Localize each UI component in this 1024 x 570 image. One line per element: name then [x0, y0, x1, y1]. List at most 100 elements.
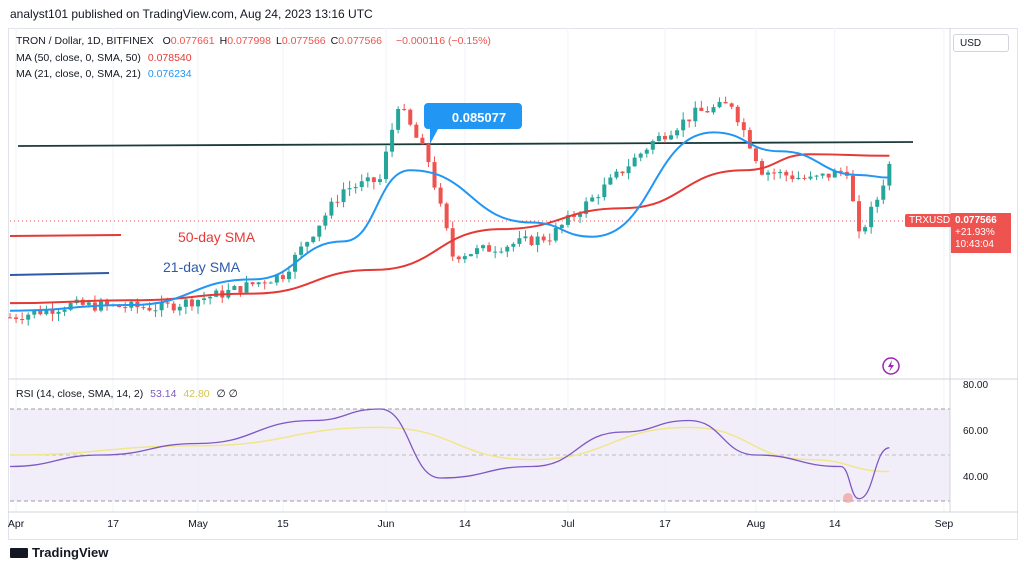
footer-brand-text: TradingView [32, 545, 109, 560]
resistance-callout: 0.085077 [424, 103, 522, 144]
candle-body [365, 177, 370, 182]
candle-body [596, 197, 601, 199]
candle-body [196, 299, 200, 307]
candle-body [44, 309, 49, 315]
candle-body [384, 151, 388, 180]
candle-body [869, 206, 874, 228]
rsi-tick-40: 40.00 [963, 472, 988, 483]
candle-body [753, 148, 758, 162]
rsi-legend-label: RSI (14, close, SMA, 14, 2) [16, 388, 144, 400]
legend-ma21-value: 0.076234 [147, 68, 192, 80]
candle-body [444, 203, 449, 229]
candle-body [165, 302, 170, 304]
legend-symbol: TRON / Dollar, 1D, BITFINEX [16, 35, 154, 47]
candle-body [584, 201, 589, 214]
candle-body [881, 185, 886, 200]
candle-body [426, 144, 431, 163]
sma50-sample-line [9, 234, 122, 237]
candle-body [675, 130, 680, 136]
price-tag-countdown: 10:43:04 [955, 239, 994, 250]
candle-body [808, 176, 813, 179]
sma21-annotation: 21-day SMA [163, 259, 241, 275]
price-tag-change: +21.93% [955, 227, 995, 238]
candle-body [14, 317, 19, 320]
candle-body [141, 307, 146, 309]
rsi-legend-extra: ∅ ∅ [216, 388, 238, 400]
x-tick-label: 17 [659, 518, 671, 530]
candle-body [887, 163, 892, 186]
candle-body [802, 177, 807, 179]
ma50-line [9, 153, 890, 305]
candle-body [347, 188, 352, 190]
candle-body [608, 177, 613, 185]
candle-body [335, 201, 340, 203]
candle-body [250, 282, 255, 285]
candle-body [268, 282, 273, 284]
candle-body [147, 307, 152, 311]
rsi-legend-value: 53.14 [150, 388, 177, 400]
candle-body [602, 184, 607, 198]
x-tick-label: Aug [747, 518, 766, 530]
candle-body [305, 242, 310, 247]
price-tag-price: 0.077566 [955, 215, 997, 226]
candle-body [232, 286, 237, 290]
lightning-icon[interactable] [882, 357, 900, 375]
footer-brand: TradingView [10, 545, 108, 560]
candle-body [311, 236, 316, 243]
candle-body [814, 175, 819, 177]
candle-body [662, 135, 667, 140]
candle-body [747, 130, 752, 149]
candle-body [8, 317, 12, 319]
candle-body [626, 166, 631, 174]
candle-body [547, 240, 552, 242]
candle-body [183, 299, 188, 307]
candle-body [68, 303, 73, 310]
candle-body [693, 107, 698, 122]
candle-body [341, 189, 346, 203]
candle-body [705, 110, 710, 113]
candle-body [323, 215, 328, 226]
candle-body [493, 251, 498, 253]
tradingview-logo-icon [10, 547, 28, 558]
candle-body [244, 282, 249, 293]
candle-body [699, 107, 704, 111]
legend-ohlc-l: L0.077566 [275, 35, 326, 47]
candle-body [256, 282, 261, 285]
publisher-line: analyst101 published on TradingView.com,… [10, 7, 373, 21]
candle-body [481, 245, 486, 249]
sma50-annotation: 50-day SMA [178, 229, 256, 245]
candle-body [511, 243, 516, 247]
candle-body [208, 296, 213, 299]
candle-body [38, 310, 43, 315]
candle-body [438, 187, 443, 204]
currency-button[interactable]: USD [953, 34, 1009, 52]
candle-body [650, 141, 655, 150]
candle-body [62, 309, 67, 312]
candle-body [535, 236, 540, 245]
candle-body [286, 271, 291, 280]
legend-ma50-row: MA (50, close, 0, SMA, 50) 0.078540 [16, 50, 491, 67]
candle-body [523, 236, 528, 239]
candle-body [299, 246, 304, 255]
candle-body [723, 101, 728, 104]
candle-body [772, 172, 777, 174]
candle-body [850, 175, 855, 202]
rsi-legend: RSI (14, close, SMA, 14, 2) 53.14 42.80 … [16, 388, 238, 400]
candle-body [20, 319, 25, 321]
candle-body [796, 177, 801, 180]
candle-body [717, 101, 722, 108]
candle-body [377, 179, 382, 183]
candle-body [238, 286, 243, 293]
candle-body [553, 227, 558, 241]
x-axis-labels: Apr 17 May 15 Jun 14 Jul 17 Aug 14 Sep [8, 518, 954, 530]
candle-body [153, 310, 158, 312]
candles-group [8, 96, 892, 326]
candle-body [371, 177, 376, 183]
candle-body [669, 135, 674, 140]
legend-ma21-row: MA (21, close, 0, SMA, 21) 0.076234 [16, 66, 491, 83]
x-tick-label: Sep [935, 518, 954, 530]
ma21-line [9, 131, 890, 312]
candle-body [359, 181, 364, 188]
candle-body [578, 213, 583, 217]
candle-body [420, 137, 425, 145]
